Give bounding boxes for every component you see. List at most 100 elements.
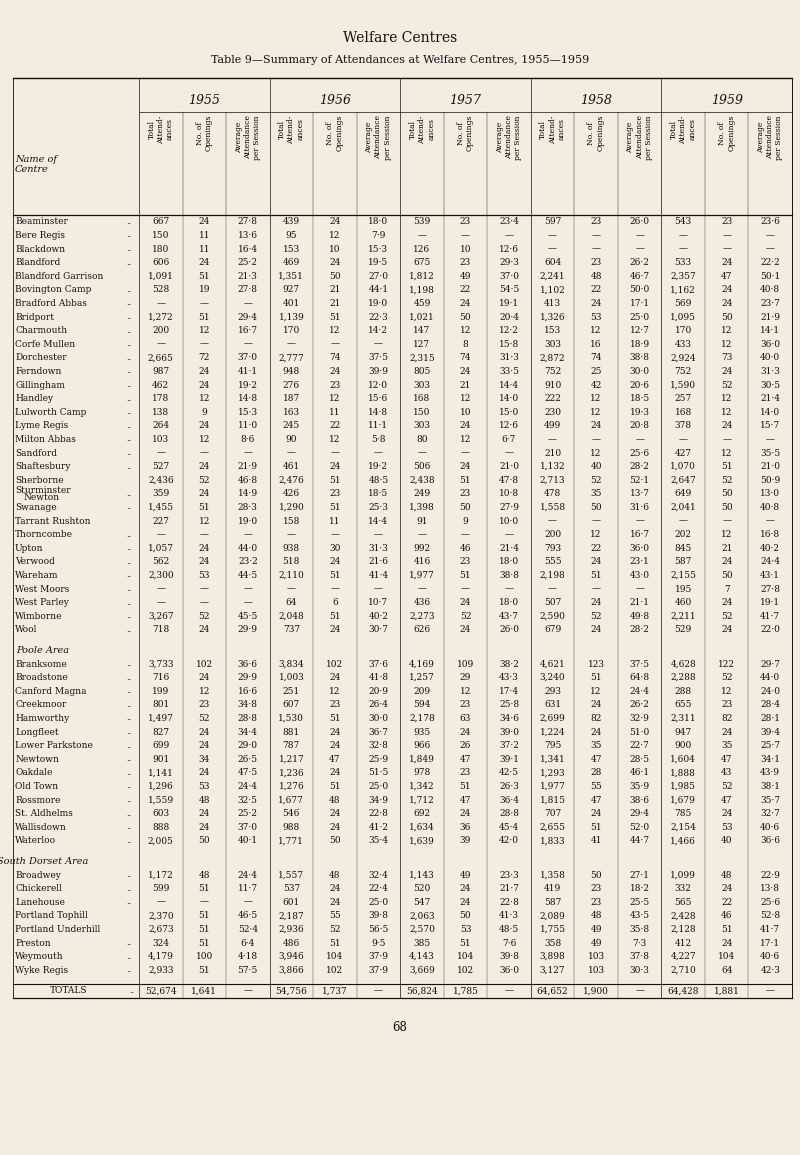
Text: 358: 358 — [544, 939, 561, 947]
Text: 222: 222 — [544, 394, 561, 403]
Text: 48: 48 — [198, 871, 210, 879]
Text: ..: .. — [126, 231, 132, 239]
Text: ..: .. — [126, 885, 132, 893]
Text: 37·8: 37·8 — [630, 952, 650, 961]
Text: 251: 251 — [282, 687, 300, 695]
Text: 54·5: 54·5 — [499, 285, 519, 295]
Text: 1,236: 1,236 — [278, 768, 304, 777]
Text: 23·3: 23·3 — [499, 871, 519, 879]
Text: 23: 23 — [590, 884, 602, 893]
Text: 20·9: 20·9 — [369, 687, 389, 695]
Text: 12: 12 — [590, 326, 602, 335]
Text: 12·6: 12·6 — [499, 245, 519, 253]
Text: 24: 24 — [198, 217, 210, 226]
Text: 46·8: 46·8 — [238, 476, 258, 485]
Text: 23: 23 — [330, 490, 341, 498]
Text: 245: 245 — [282, 422, 300, 431]
Text: Wyke Regis: Wyke Regis — [15, 966, 68, 975]
Text: ..: .. — [126, 810, 132, 818]
Text: 3,669: 3,669 — [409, 966, 435, 975]
Text: 21: 21 — [460, 380, 471, 389]
Text: 25·0: 25·0 — [368, 897, 389, 907]
Text: 462: 462 — [152, 380, 170, 389]
Text: 199: 199 — [152, 687, 170, 695]
Text: —: — — [591, 584, 601, 594]
Text: 12: 12 — [721, 530, 732, 539]
Text: 37·5: 37·5 — [630, 660, 650, 669]
Text: 153: 153 — [282, 245, 300, 253]
Text: 40·1: 40·1 — [238, 836, 258, 845]
Text: 1,755: 1,755 — [539, 925, 566, 934]
Text: 12: 12 — [590, 530, 602, 539]
Text: 539: 539 — [414, 217, 430, 226]
Text: 12: 12 — [721, 448, 732, 457]
Text: ..: .. — [126, 313, 132, 321]
Text: 12·0: 12·0 — [369, 380, 389, 389]
Text: 12·7: 12·7 — [630, 326, 650, 335]
Text: 32·7: 32·7 — [760, 810, 780, 818]
Text: 48: 48 — [590, 271, 602, 281]
Text: —: — — [156, 897, 166, 907]
Text: 10: 10 — [460, 245, 471, 253]
Text: 102: 102 — [326, 966, 343, 975]
Text: 22: 22 — [590, 285, 602, 295]
Text: ..: .. — [126, 490, 132, 498]
Text: 22·0: 22·0 — [760, 625, 780, 634]
Text: 992: 992 — [414, 544, 430, 553]
Text: 2,428: 2,428 — [670, 911, 696, 921]
Text: —: — — [766, 516, 774, 526]
Text: Charmouth: Charmouth — [15, 326, 67, 335]
Text: 31·3: 31·3 — [760, 367, 780, 375]
Text: Old Town: Old Town — [15, 782, 58, 791]
Text: 12: 12 — [198, 687, 210, 695]
Text: 57·5: 57·5 — [238, 966, 258, 975]
Text: 25·2: 25·2 — [238, 258, 258, 267]
Text: 2,699: 2,699 — [540, 714, 566, 723]
Text: 16·6: 16·6 — [238, 687, 258, 695]
Text: —: — — [461, 530, 470, 539]
Text: 123: 123 — [587, 660, 605, 669]
Text: St. Aldhelms: St. Aldhelms — [15, 810, 73, 818]
Text: 50: 50 — [721, 313, 733, 321]
Text: 12: 12 — [590, 394, 602, 403]
Text: 23: 23 — [460, 768, 471, 777]
Text: 24: 24 — [721, 939, 732, 947]
Text: 21: 21 — [330, 285, 341, 295]
Text: 48: 48 — [329, 796, 341, 805]
Text: 2,048: 2,048 — [278, 612, 304, 620]
Text: 416: 416 — [414, 558, 430, 566]
Text: 1,293: 1,293 — [540, 768, 566, 777]
Text: 787: 787 — [282, 742, 300, 750]
Text: Corfe Mullen: Corfe Mullen — [15, 340, 75, 349]
Text: Wimborne: Wimborne — [15, 612, 62, 620]
Text: 562: 562 — [152, 558, 170, 566]
Text: 51: 51 — [460, 782, 471, 791]
Text: 22·7: 22·7 — [630, 742, 650, 750]
Text: 37·0: 37·0 — [499, 271, 519, 281]
Text: 24: 24 — [198, 258, 210, 267]
Text: 48: 48 — [198, 796, 210, 805]
Text: 599: 599 — [152, 884, 170, 893]
Text: 1,290: 1,290 — [278, 502, 304, 512]
Text: 51: 51 — [329, 313, 341, 321]
Text: —: — — [200, 584, 209, 594]
Text: 18·5: 18·5 — [368, 490, 389, 498]
Text: ..: .. — [126, 245, 132, 253]
Text: 9: 9 — [462, 516, 468, 526]
Text: 52: 52 — [329, 925, 341, 934]
Text: 42·5: 42·5 — [499, 768, 519, 777]
Text: 3,240: 3,240 — [540, 673, 566, 683]
Text: Portland Underhill: Portland Underhill — [15, 925, 100, 934]
Text: 543: 543 — [674, 217, 692, 226]
Text: ..: .. — [126, 769, 132, 777]
Text: 1,900: 1,900 — [583, 986, 609, 996]
Text: Centre: Centre — [15, 165, 49, 174]
Text: —: — — [678, 516, 688, 526]
Text: 15·8: 15·8 — [499, 340, 519, 349]
Text: 1956: 1956 — [319, 94, 351, 106]
Text: 22·9: 22·9 — [760, 871, 780, 879]
Text: Weymouth: Weymouth — [15, 952, 64, 961]
Text: 7·6: 7·6 — [502, 939, 516, 947]
Text: 7·9: 7·9 — [371, 231, 386, 240]
Text: 25·9: 25·9 — [368, 754, 389, 763]
